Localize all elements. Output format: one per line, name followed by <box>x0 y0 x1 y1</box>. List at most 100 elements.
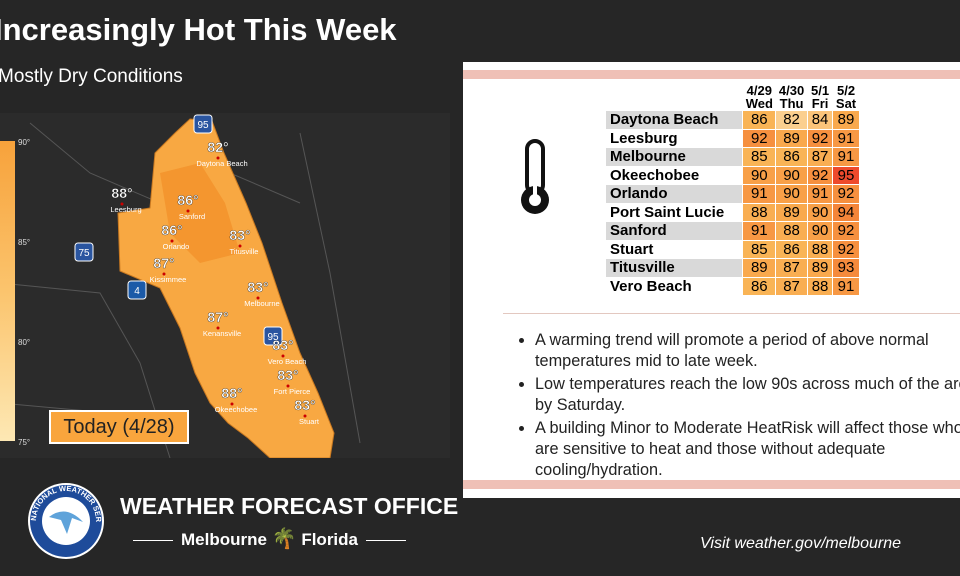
temp-cell: 91 <box>832 147 860 167</box>
table-row: Melbourne 85 86 87 91 <box>604 147 860 167</box>
temp-cell: 88 <box>742 202 777 222</box>
city-cell: Titusville <box>604 258 744 278</box>
temp-cell: 87 <box>806 147 834 167</box>
highway-number: 75 <box>78 248 90 259</box>
city-temp: 83° <box>247 279 268 295</box>
temp-cell: 87 <box>775 258 808 278</box>
highway-shield <box>127 280 147 300</box>
temp-cell: 93 <box>832 258 860 278</box>
temp-cell: 90 <box>742 165 777 185</box>
city-dot <box>186 209 190 213</box>
column-header: 5/2 Sat <box>833 84 859 111</box>
highway-number: 95 <box>267 332 279 343</box>
city-temp: 83° <box>277 367 298 383</box>
city-name: Leesburg <box>110 205 141 214</box>
temp-cell: 90 <box>775 184 808 204</box>
column-day: Wed <box>745 96 773 111</box>
city-dot <box>230 402 234 406</box>
column-header: 5/1 Fri <box>807 84 833 111</box>
temp-cell: 92 <box>832 239 860 259</box>
city-cell: Port Saint Lucie <box>604 202 744 222</box>
website-link[interactable]: Visit weather.gov/melbourne <box>700 535 901 552</box>
temp-cell: 91 <box>742 184 777 204</box>
temp-cell: 82 <box>775 110 808 130</box>
city-name: Orlando <box>163 242 190 251</box>
temp-cell: 91 <box>742 221 777 241</box>
column-date: 4/30 <box>778 83 805 98</box>
temp-cell: 90 <box>806 202 834 222</box>
date-label: Today (4/28) <box>63 416 174 438</box>
city-name: Daytona Beach <box>196 159 247 168</box>
temp-cell: 91 <box>806 184 834 204</box>
city-cell: Leesburg <box>604 128 744 148</box>
temp-cell: 87 <box>775 276 808 296</box>
column-header: 4/29 Wed <box>743 84 776 111</box>
temp-cell: 94 <box>832 202 860 222</box>
table-row: Stuart 85 86 88 92 <box>604 239 860 259</box>
temp-cell: 84 <box>806 110 834 130</box>
temp-cell: 88 <box>806 276 834 296</box>
city-name: Okeechobee <box>215 405 258 414</box>
table-row: Sanford 91 88 90 92 <box>604 221 860 241</box>
table-row: Titusville 89 87 89 93 <box>604 258 860 278</box>
city-cell: Daytona Beach <box>604 110 744 130</box>
temp-cell: 91 <box>832 128 860 148</box>
city-name: Kenansville <box>203 329 241 338</box>
bullet: Low temperatures reach the low 90s acros… <box>535 374 960 416</box>
city-cell: Okeechobee <box>604 165 744 185</box>
city-dot <box>238 244 242 248</box>
table-row: Orlando 91 90 91 92 <box>604 184 860 204</box>
temp-cell: 92 <box>806 165 834 185</box>
nws-logo: NATIONAL WEATHER SERVICE <box>27 482 104 559</box>
city-dot <box>281 354 285 358</box>
temp-cell: 90 <box>806 221 834 241</box>
state: Florida <box>301 530 358 549</box>
temp-cell: 95 <box>832 165 860 185</box>
temp-cell: 92 <box>832 221 860 241</box>
temp-cell: 89 <box>775 202 808 222</box>
city-name: Melbourne <box>244 299 279 308</box>
city-dot <box>170 239 174 243</box>
temp-cell: 90 <box>775 165 808 185</box>
city-dot <box>286 384 290 388</box>
header-row: 4/29 Wed 4/30 Thu 5/1 Fri 5/2 Sat <box>606 84 860 111</box>
bullet: A warming trend will promote a period of… <box>535 330 960 372</box>
city-temp: 83° <box>229 227 250 243</box>
column-day: Fri <box>811 96 829 111</box>
forecast-table: 4/29 Wed 4/30 Thu 5/1 Fri 5/2 Sat Daytona Beach 8… <box>604 84 860 296</box>
legend-label: 90° <box>18 138 30 147</box>
city-name: Kissimmee <box>150 275 187 284</box>
table-row: Port Saint Lucie 88 89 90 94 <box>604 202 860 222</box>
legend-label: 75° <box>18 438 30 447</box>
table-row: Daytona Beach 86 82 84 89 <box>604 110 860 130</box>
city-temp: 83° <box>294 397 315 413</box>
highway-shield <box>263 326 283 346</box>
city-dot <box>216 326 220 330</box>
temp-cell: 89 <box>775 128 808 148</box>
table-row: Leesburg 92 89 92 91 <box>604 128 860 148</box>
highway-shield <box>74 242 94 262</box>
city-name: Titusville <box>230 247 259 256</box>
temp-cell: 91 <box>832 276 860 296</box>
subtitle: Mostly Dry Conditions <box>0 66 183 87</box>
city-temp: 86° <box>161 222 182 238</box>
city-temp: 87° <box>153 255 174 271</box>
temp-cell: 88 <box>775 221 808 241</box>
city-name: Sanford <box>179 212 205 221</box>
temp-cell: 85 <box>742 239 777 259</box>
highway-number: 4 <box>134 286 140 297</box>
city-cell: Sanford <box>604 221 744 241</box>
table-row: Vero Beach 86 87 88 91 <box>604 276 860 296</box>
legend-label: 85° <box>18 238 30 247</box>
temp-cell: 89 <box>832 110 860 130</box>
city-cell: Stuart <box>604 239 744 259</box>
temp-cell: 92 <box>806 128 834 148</box>
city-cell: Melbourne <box>604 147 744 167</box>
temp-cell: 92 <box>742 128 777 148</box>
temp-cell: 88 <box>806 239 834 259</box>
city-dot <box>256 296 260 300</box>
temp-cell: 86 <box>742 110 777 130</box>
panel: 4/29 Wed 4/30 Thu 5/1 Fri 5/2 Sat Daytona Beach 8… <box>463 62 960 498</box>
office-name: WEATHER FORECAST OFFICE <box>120 493 459 519</box>
